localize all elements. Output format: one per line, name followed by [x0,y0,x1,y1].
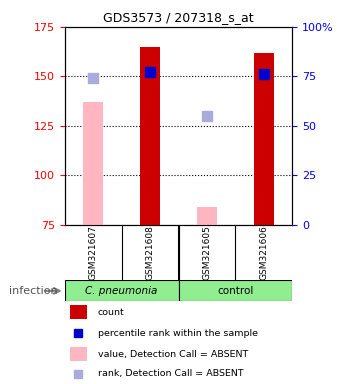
Bar [197,207,217,225]
Text: count: count [98,308,124,317]
Text: GSM321606: GSM321606 [259,225,268,280]
Text: GSM321607: GSM321607 [89,225,98,280]
Bar [70,305,87,319]
Bar [70,347,87,361]
Text: value, Detection Call = ABSENT: value, Detection Call = ABSENT [98,350,248,359]
Text: C. pneumonia: C. pneumonia [85,286,158,296]
Text: infection: infection [8,286,57,296]
Text: GSM321605: GSM321605 [203,225,211,280]
Bar [178,280,292,301]
Text: GSM321608: GSM321608 [146,225,154,280]
Bar [83,102,103,225]
Bar [254,53,274,225]
Bar [65,280,178,301]
Point [261,71,267,78]
Point [204,113,210,119]
Text: control: control [217,286,254,296]
Point [90,75,96,81]
Point [147,69,153,75]
Text: rank, Detection Call = ABSENT: rank, Detection Call = ABSENT [98,369,243,378]
Text: percentile rank within the sample: percentile rank within the sample [98,329,258,338]
Title: GDS3573 / 207318_s_at: GDS3573 / 207318_s_at [103,11,254,24]
Bar [140,47,160,225]
